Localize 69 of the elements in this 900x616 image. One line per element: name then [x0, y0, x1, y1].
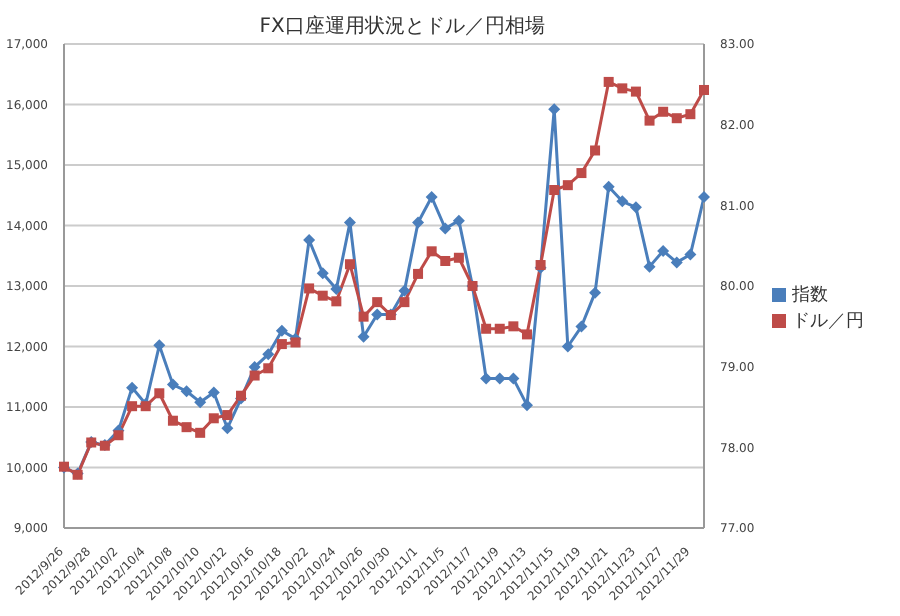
point	[413, 268, 424, 279]
point	[603, 76, 614, 87]
point	[590, 145, 601, 156]
point	[127, 401, 138, 412]
point	[398, 284, 411, 297]
point	[317, 290, 328, 301]
legend-label: 指数	[792, 283, 828, 308]
point	[154, 388, 165, 399]
point	[221, 422, 234, 435]
point	[249, 370, 260, 381]
point	[153, 339, 166, 352]
point	[549, 185, 560, 196]
point	[440, 255, 451, 266]
point	[481, 323, 492, 334]
point	[439, 222, 452, 235]
point	[521, 329, 532, 340]
legend-label: ドル／円	[792, 310, 864, 334]
point	[630, 86, 641, 97]
point	[262, 348, 275, 361]
point	[671, 113, 682, 124]
point	[616, 195, 629, 208]
point	[685, 109, 696, 120]
point	[208, 413, 219, 424]
point	[167, 415, 178, 426]
point	[698, 191, 710, 204]
point	[684, 248, 697, 261]
point	[426, 246, 437, 257]
point	[126, 381, 139, 394]
point	[166, 378, 179, 391]
point	[617, 83, 628, 94]
point	[358, 311, 369, 322]
point	[508, 321, 519, 332]
point	[657, 244, 670, 257]
point	[453, 252, 464, 263]
point	[290, 337, 301, 348]
point	[670, 256, 683, 269]
point	[330, 283, 343, 296]
point	[275, 324, 288, 337]
point	[399, 297, 410, 308]
point	[195, 427, 206, 438]
point	[425, 191, 438, 204]
point	[602, 180, 615, 193]
point	[576, 168, 587, 179]
point	[589, 286, 602, 299]
point	[562, 180, 573, 191]
point	[629, 201, 642, 214]
point	[699, 84, 709, 95]
point	[412, 216, 425, 229]
point	[494, 323, 505, 334]
point	[276, 339, 287, 350]
chart-title: FX口座運用状況とドル／円相場	[257, 13, 547, 40]
point	[222, 410, 233, 421]
point	[331, 296, 342, 307]
point	[180, 385, 193, 398]
point	[263, 363, 274, 374]
point	[316, 267, 329, 280]
point	[344, 259, 355, 270]
point	[658, 106, 669, 117]
point	[372, 297, 383, 308]
point	[207, 386, 220, 399]
point	[304, 283, 315, 294]
point	[644, 115, 655, 126]
point	[181, 422, 192, 433]
point	[575, 320, 588, 333]
point	[194, 396, 207, 409]
point	[357, 330, 370, 343]
point	[113, 430, 124, 441]
point	[643, 260, 656, 273]
point	[452, 214, 465, 227]
